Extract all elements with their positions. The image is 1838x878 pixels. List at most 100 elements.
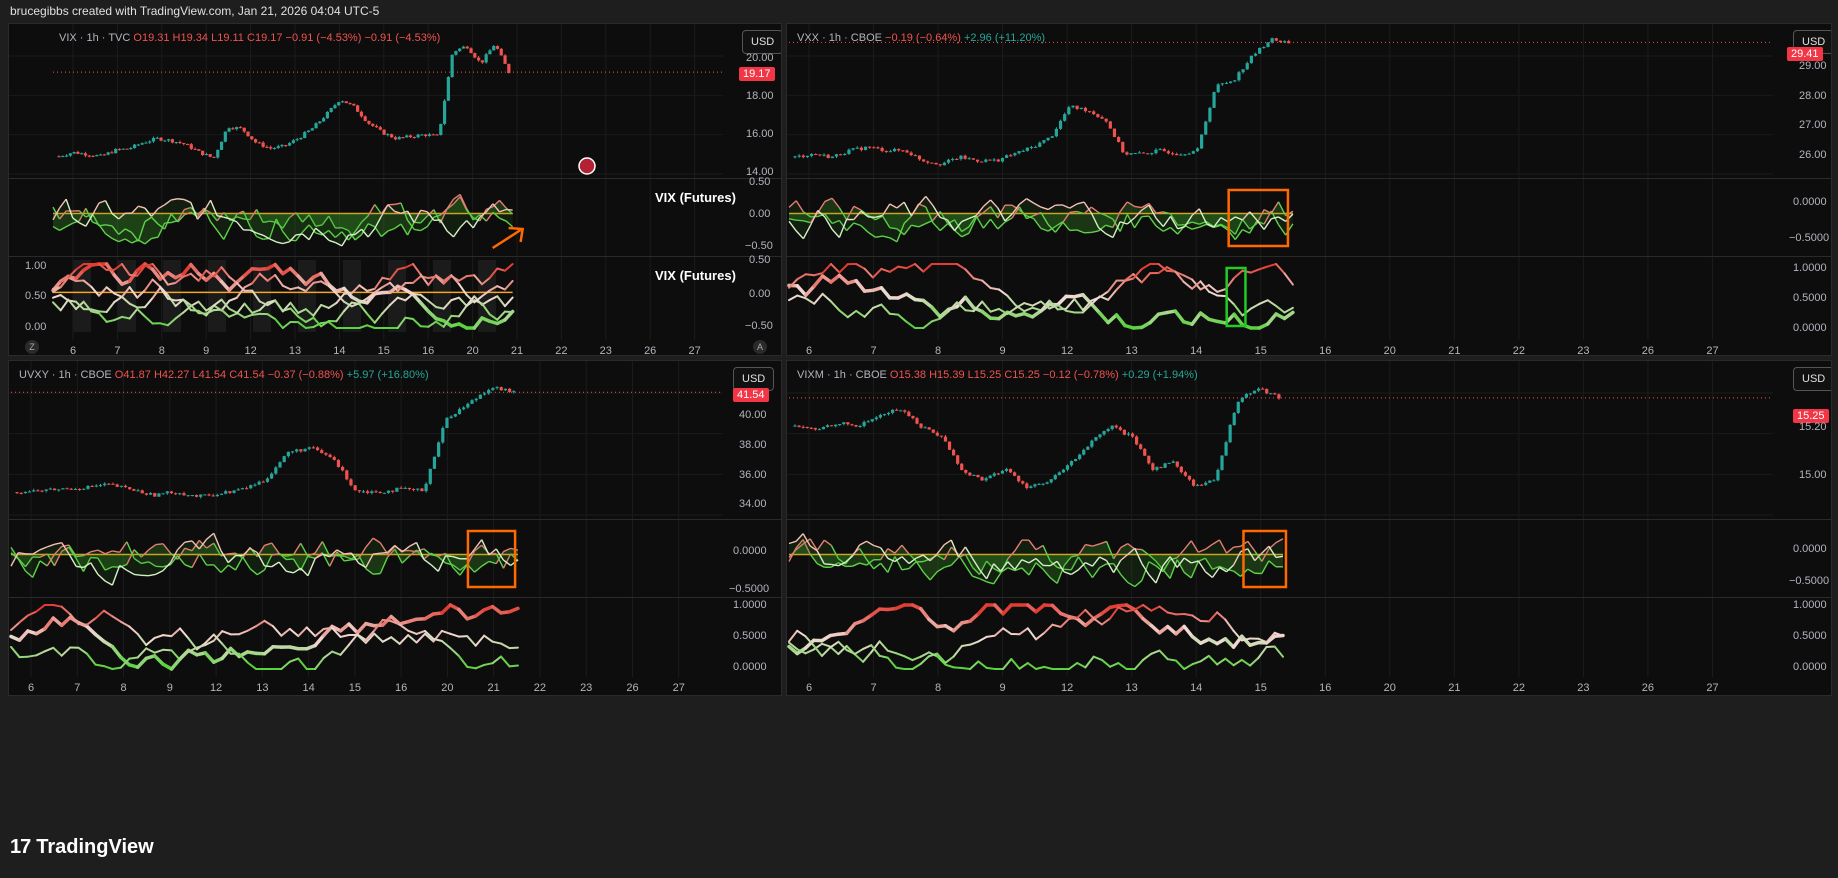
candle bbox=[968, 472, 972, 476]
osc-line bbox=[446, 230, 454, 238]
osc2-line bbox=[480, 277, 491, 286]
osc2-line bbox=[373, 286, 384, 294]
osc-line bbox=[894, 544, 903, 554]
osc2-line bbox=[204, 639, 215, 646]
osc-line bbox=[472, 214, 481, 221]
osc-line bbox=[918, 195, 927, 206]
auto-scale-button[interactable]: A bbox=[753, 340, 767, 354]
candle bbox=[984, 478, 988, 481]
osc2-line bbox=[296, 274, 308, 287]
vixm-chart-canvas[interactable]: 6 7 8 9 12 13 14 15 16 20 21 22 23 26 27 bbox=[787, 361, 1832, 696]
osc2-line bbox=[788, 294, 799, 302]
ohlc-low: L41.54 bbox=[192, 369, 227, 381]
osc-line bbox=[223, 216, 231, 220]
osc-line bbox=[439, 208, 448, 216]
candle bbox=[1191, 151, 1195, 154]
osc2-line bbox=[189, 262, 201, 276]
osc-line bbox=[860, 209, 869, 216]
change-value-2: +0.29 (+1.94%) bbox=[1121, 369, 1198, 381]
osc-line bbox=[420, 209, 428, 213]
osc2-line bbox=[396, 266, 407, 271]
uvxy-chart-canvas[interactable]: 6 7 8 9 12 13 14 15 16 20 21 22 23 26 27 bbox=[9, 361, 782, 696]
osc-line bbox=[220, 564, 229, 574]
currency-button[interactable]: USD bbox=[1793, 367, 1831, 391]
annotation-arrow bbox=[491, 228, 522, 250]
osc-line bbox=[344, 552, 352, 555]
osc2-line bbox=[258, 300, 269, 307]
osc2-line bbox=[1018, 662, 1029, 670]
chart-panel-vxx[interactable]: 6 7 8 9 12 13 14 15 16 20 21 22 23 26 27 VXX · 1h · CB… bbox=[786, 23, 1832, 356]
osc2-line bbox=[281, 284, 292, 291]
candle bbox=[337, 102, 341, 106]
candle bbox=[253, 484, 257, 486]
candle bbox=[907, 411, 911, 417]
candle bbox=[73, 488, 78, 490]
osc-line bbox=[262, 234, 271, 240]
osc2-line bbox=[355, 621, 368, 635]
osc2-line bbox=[174, 311, 185, 320]
candle bbox=[1257, 388, 1261, 391]
osc-line bbox=[68, 553, 77, 567]
osc-line bbox=[1047, 204, 1056, 211]
candle bbox=[265, 146, 269, 148]
candle bbox=[1104, 118, 1108, 122]
osc-line bbox=[1183, 557, 1192, 564]
candle bbox=[466, 403, 470, 408]
osc-line bbox=[503, 547, 511, 553]
candle bbox=[48, 488, 52, 490]
osc-line bbox=[155, 565, 164, 568]
candle bbox=[420, 134, 424, 136]
osc2-line bbox=[77, 646, 89, 655]
chart-panel-vix[interactable]: 6 7 8 9 12 13 14 15 16 20 21 22 23 26 27 VIX · 1h · TV… bbox=[8, 23, 782, 356]
candle bbox=[1183, 472, 1187, 476]
osc2-line bbox=[320, 303, 330, 309]
osc-line bbox=[288, 212, 297, 219]
chart-panel-uvxy[interactable]: 6 7 8 9 12 13 14 15 16 20 21 22 23 26 27 UVXY · 1h · C… bbox=[8, 360, 782, 696]
osc2-line bbox=[412, 317, 422, 328]
candle bbox=[1200, 484, 1204, 486]
osc-line bbox=[336, 551, 345, 562]
candle bbox=[208, 154, 212, 157]
osc2-line bbox=[985, 666, 996, 670]
osc-line bbox=[964, 554, 974, 568]
osc2-line bbox=[905, 263, 916, 270]
chart-panel-vixm[interactable]: 6 7 8 9 12 13 14 15 16 20 21 22 23 26 27 VIXM · 1h · C… bbox=[786, 360, 1832, 696]
vix-chart-canvas[interactable]: 6 7 8 9 12 13 14 15 16 20 21 22 23 26 27 bbox=[9, 24, 782, 356]
osc2-line bbox=[1257, 637, 1268, 644]
candle bbox=[114, 148, 118, 154]
candle bbox=[512, 391, 516, 393]
osc-line bbox=[971, 566, 981, 575]
candle bbox=[352, 103, 356, 106]
osc2-line bbox=[82, 279, 93, 288]
osc-line bbox=[124, 228, 133, 234]
zoom-toggle-button[interactable]: Z bbox=[25, 340, 39, 354]
osc-line bbox=[155, 543, 164, 546]
osc-line bbox=[1141, 563, 1150, 576]
candle bbox=[286, 451, 290, 457]
tradingview-brand[interactable]: 17 TradingView bbox=[10, 836, 154, 859]
candle bbox=[128, 487, 132, 490]
osc-line bbox=[975, 206, 984, 217]
osc2-line bbox=[152, 654, 165, 666]
candle bbox=[453, 414, 457, 417]
osc-line bbox=[1247, 568, 1256, 574]
osc2-line bbox=[390, 620, 401, 626]
osc2-line bbox=[820, 646, 832, 657]
candle bbox=[144, 142, 148, 144]
osc2-line bbox=[418, 301, 431, 314]
osc-line bbox=[505, 220, 514, 228]
osc2-line bbox=[457, 296, 468, 307]
osc-line bbox=[1170, 227, 1179, 235]
candle bbox=[249, 485, 253, 489]
osc-line bbox=[1090, 206, 1099, 214]
currency-button[interactable]: USD bbox=[733, 367, 775, 391]
candle bbox=[80, 153, 84, 155]
osc-line bbox=[1113, 560, 1122, 573]
candle bbox=[348, 103, 352, 105]
osc2-line bbox=[396, 296, 407, 302]
currency-button[interactable]: USD bbox=[742, 30, 781, 54]
x-tick-label: 8 bbox=[935, 345, 941, 356]
candle bbox=[911, 416, 915, 419]
osc2-line bbox=[1183, 663, 1194, 670]
vxx-chart-canvas[interactable]: 6 7 8 9 12 13 14 15 16 20 21 22 23 26 27 bbox=[787, 24, 1832, 356]
